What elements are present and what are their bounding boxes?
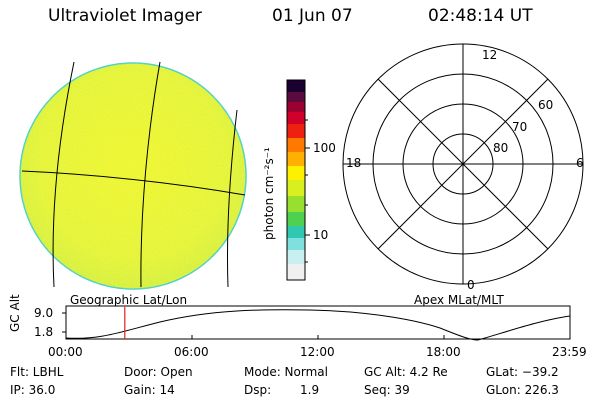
mode-info: Mode: Normal xyxy=(244,365,328,379)
instrument-title: Ultraviolet Imager xyxy=(48,6,202,26)
gc-alt-info: GC Alt: 4.2 Re xyxy=(364,365,448,379)
mlt-label-6: 6 xyxy=(576,156,584,170)
dsp-value: 1.9 xyxy=(300,383,320,397)
apex-caption: Apex MLat/MLT xyxy=(414,293,504,307)
altitude-xtick-2359: 23:59 xyxy=(552,345,587,359)
altitude-ytick-9: 9.0 xyxy=(34,306,54,320)
mlt-label-12: 12 xyxy=(482,48,498,62)
filter-info: Flt: LBHL xyxy=(10,365,64,379)
ip-info: IP: 36.0 xyxy=(10,383,56,397)
altitude-ytick-1: 1.8 xyxy=(34,325,54,339)
altitude-xtick-1200: 12:00 xyxy=(300,345,335,359)
glat-info: GLat: −39.2 xyxy=(486,365,559,379)
lat-label-60: 60 xyxy=(538,98,554,112)
mlt-label-18: 18 xyxy=(346,156,362,170)
lat-label-70: 70 xyxy=(512,120,528,134)
geo-grid-lines xyxy=(21,61,246,288)
altitude-ylabel: GC Alt xyxy=(8,294,22,332)
lat-label-80: 80 xyxy=(493,141,509,155)
uv-image-disk xyxy=(19,62,247,290)
glon-info: GLon: 226.3 xyxy=(486,383,559,397)
date-label: 01 Jun 07 xyxy=(272,6,353,26)
colorbar-tick-100: 100 xyxy=(313,141,336,155)
colorbar xyxy=(286,79,310,281)
altitude-xtick-0000: 00:00 xyxy=(48,345,83,359)
dsp-label: Dsp: xyxy=(244,383,272,397)
gain-info: Gain: 14 xyxy=(124,383,175,397)
altitude-xtick-1800: 18:00 xyxy=(426,345,461,359)
seq-info: Seq: 39 xyxy=(364,383,410,397)
door-info: Door: Open xyxy=(124,365,193,379)
geo-caption: Geographic Lat/Lon xyxy=(70,293,188,307)
polar-plot xyxy=(342,43,584,285)
colorbar-unit-label: photon cm⁻²s⁻¹ xyxy=(262,147,276,240)
mlt-label-0: 0 xyxy=(467,278,475,292)
altitude-plot xyxy=(62,305,571,341)
time-label: 02:48:14 UT xyxy=(428,6,533,26)
altitude-xtick-0600: 06:00 xyxy=(174,345,209,359)
colorbar-tick-10: 10 xyxy=(313,228,329,242)
